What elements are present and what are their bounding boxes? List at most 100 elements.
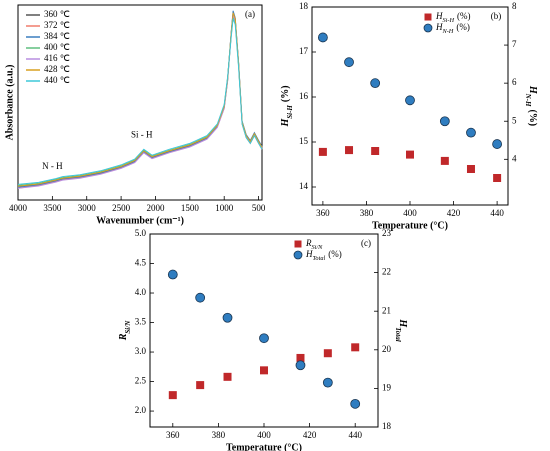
spectrum-line	[17, 12, 263, 187]
y-axis-label-main: R	[118, 333, 129, 341]
legend-label-sub: Total	[313, 255, 326, 262]
legend-label: 400 ℃	[44, 42, 70, 52]
circle-marker	[439, 116, 450, 127]
square-marker	[351, 343, 360, 352]
x-tick-label: 400	[403, 208, 417, 218]
legend-label: HTotal (%)	[305, 249, 342, 262]
y-tick-label: 3.0	[135, 346, 147, 356]
legend-marker	[294, 240, 302, 248]
y-axis-label-sub: Si-H	[286, 105, 294, 119]
y2-axis-label-sub: Total	[394, 327, 402, 342]
y2-tick-label: 20	[382, 344, 392, 354]
x-tick-label: 440	[490, 208, 504, 218]
square-marker	[323, 349, 332, 358]
panel-label: (a)	[245, 9, 255, 19]
circle-marker	[344, 57, 354, 68]
x-tick-label: 360	[316, 208, 330, 218]
square-marker	[493, 174, 502, 182]
y2-axis-label-main: H	[397, 318, 408, 328]
y-tick-label: 17	[299, 46, 309, 56]
square-marker	[196, 381, 205, 390]
y2-tick-label: 21	[382, 305, 391, 315]
y2-axis-label: HN-H (%)	[524, 85, 537, 126]
y-tick-label: 3.5	[135, 317, 147, 327]
legend-label: HSi-H (%)	[435, 11, 471, 24]
y-tick-label: 15	[299, 136, 309, 146]
square-marker	[371, 147, 380, 155]
legend-label-main: H	[435, 11, 443, 21]
x-tick-label: 420	[303, 430, 317, 440]
x-tick-label: 400	[257, 430, 271, 440]
square-marker	[318, 147, 327, 156]
y2-tick-label: 19	[382, 382, 392, 392]
y-axis-label-main: H	[280, 118, 291, 128]
x-tick-label: 4000	[9, 203, 28, 213]
legend-label: 372 ℃	[44, 20, 70, 30]
x-tick-label: 3000	[78, 203, 97, 213]
legend-label: HN-H (%)	[435, 22, 470, 35]
circle-marker	[370, 78, 381, 89]
plot-frame	[311, 6, 509, 206]
y-tick-label: 14	[299, 181, 309, 191]
y2-tick-label: 5	[512, 115, 517, 125]
y-axis-label-unit: (%)	[280, 85, 291, 102]
legend-label-unit: (%)	[456, 22, 470, 32]
circle-marker	[492, 139, 503, 149]
square-marker	[296, 353, 305, 362]
circle-marker	[322, 377, 333, 388]
x-tick-label: 1000	[215, 203, 234, 213]
square-marker	[345, 146, 354, 155]
square-marker	[223, 372, 232, 381]
y2-tick-label: 18	[382, 421, 392, 431]
y-axis-label: HSi-H (%)	[280, 85, 293, 127]
y-tick-label: 4.5	[135, 258, 147, 268]
y2-axis-label-sub: N-H	[524, 93, 532, 107]
y-axis-label: Absorbance (a.u.)	[4, 65, 15, 141]
legend-label: 384 ℃	[44, 31, 70, 41]
spectrum-line	[17, 18, 263, 185]
x-tick-label: 380	[360, 208, 374, 218]
legend-marker	[423, 23, 433, 33]
x-axis-label: Wavenumber (cm⁻¹)	[96, 215, 184, 226]
y2-axis-label: HTotal	[394, 318, 407, 341]
plot-frame	[17, 4, 263, 201]
y2-tick-label: 7	[512, 39, 517, 49]
circle-marker	[350, 398, 361, 409]
circle-marker	[195, 292, 206, 303]
y2-tick-label: 4	[512, 153, 517, 163]
square-marker	[466, 165, 475, 173]
legend-label: 416 ℃	[44, 53, 70, 63]
x-tick-label: 2000	[146, 203, 165, 213]
y2-tick-label: 6	[512, 77, 517, 87]
x-axis-label: Temperature (°C)	[372, 220, 448, 231]
legend-label: 428 ℃	[44, 64, 70, 74]
x-tick-label: 380	[212, 430, 226, 440]
legend-label-sub: Si-H	[443, 17, 455, 24]
legend-label-sub: N-H	[442, 28, 454, 35]
circle-marker	[222, 312, 233, 323]
x-tick-label: 420	[447, 208, 461, 218]
y-tick-label: 16	[299, 91, 309, 101]
y2-tick-label: 22	[382, 267, 391, 277]
circle-marker	[167, 269, 178, 280]
legend-marker	[293, 250, 303, 260]
y-tick-label: 2.5	[135, 376, 147, 386]
annotation: N - H	[42, 161, 63, 171]
x-tick-label: 2500	[112, 203, 131, 213]
plot-frame	[149, 233, 379, 428]
panel-label: (b)	[491, 11, 502, 21]
y-tick-label: 18	[299, 1, 309, 11]
square-marker	[168, 391, 177, 400]
circle-marker	[405, 95, 415, 106]
square-marker	[440, 156, 449, 165]
circle-marker	[317, 32, 328, 43]
y-axis-label: RSi/N	[118, 320, 131, 341]
legend-label: 440 ℃	[44, 75, 70, 85]
x-tick-label: 440	[348, 430, 362, 440]
legend-label-main: H	[305, 249, 313, 259]
y-axis-label-sub: Si/N	[124, 320, 132, 334]
circle-marker	[259, 333, 269, 344]
circle-marker	[466, 127, 476, 138]
square-marker	[260, 366, 268, 375]
